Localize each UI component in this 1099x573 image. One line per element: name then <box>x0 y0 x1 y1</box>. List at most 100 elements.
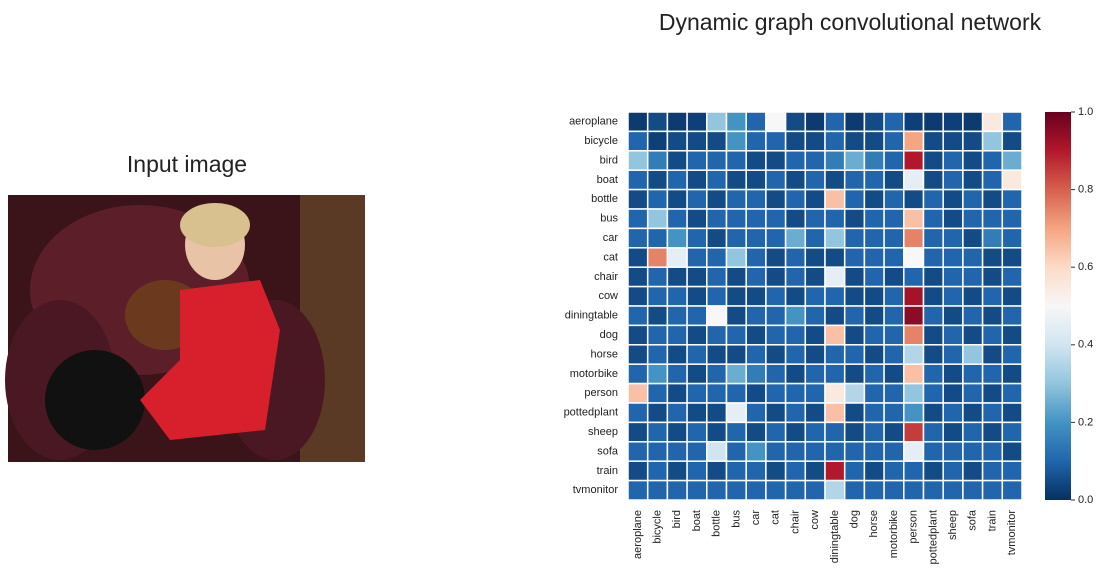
heatmap-cell <box>924 190 944 209</box>
x-tick-label: cat <box>770 510 782 525</box>
heatmap-cell <box>687 170 707 189</box>
y-tick-label: boat <box>597 174 618 186</box>
heatmap-cell <box>1002 461 1022 480</box>
heatmap-cell <box>884 306 904 325</box>
heatmap-cell <box>786 403 806 422</box>
heatmap-cell <box>924 461 944 480</box>
heatmap-cell <box>687 403 707 422</box>
heatmap-cell <box>943 151 963 170</box>
heatmap-cell <box>825 422 845 441</box>
heatmap-cell <box>746 442 766 461</box>
y-tick-label: sheep <box>588 426 618 438</box>
heatmap-cell <box>904 364 924 383</box>
heatmap-cell <box>786 442 806 461</box>
heatmap-cell <box>766 131 786 150</box>
heatmap-cell <box>1002 325 1022 344</box>
heatmap-cell <box>687 364 707 383</box>
heatmap-cell <box>766 481 786 500</box>
x-tick-label: dog <box>848 510 860 528</box>
heatmap-cell <box>864 325 884 344</box>
colorbar-tick-label: 0.0 <box>1078 494 1093 506</box>
x-tick-label: aeroplane <box>632 510 644 559</box>
heatmap-cell <box>983 170 1003 189</box>
x-tick-label: motorbike <box>888 510 900 558</box>
heatmap-cell <box>924 442 944 461</box>
heatmap-cell <box>963 442 983 461</box>
heatmap-cell <box>825 112 845 131</box>
heatmap-cell <box>845 209 865 228</box>
y-tick-label: bird <box>600 154 618 166</box>
heatmap-cell <box>924 209 944 228</box>
heatmap-cell <box>628 461 648 480</box>
heatmap-cell <box>943 267 963 286</box>
heatmap-cell <box>746 461 766 480</box>
heatmap-cell <box>727 442 747 461</box>
heatmap-cell <box>983 248 1003 267</box>
heatmap-cell <box>687 306 707 325</box>
heatmap-cell <box>805 228 825 247</box>
heatmap-cell <box>904 112 924 131</box>
heatmap-cell <box>727 461 747 480</box>
heatmap-cell <box>648 209 668 228</box>
heatmap-cell <box>924 267 944 286</box>
heatmap-cell <box>707 248 727 267</box>
heatmap-cell <box>983 151 1003 170</box>
heatmap-cell <box>628 442 648 461</box>
heatmap-cell <box>983 345 1003 364</box>
heatmap-cell <box>648 267 668 286</box>
heatmap-cell <box>707 325 727 344</box>
heatmap-cell <box>983 364 1003 383</box>
heatmap-cell <box>1002 248 1022 267</box>
x-tick-label: sheep <box>947 510 959 540</box>
chart-title: Dynamic graph convolutional network <box>659 9 1042 35</box>
heatmap-cell <box>825 151 845 170</box>
heatmap-cell <box>845 422 865 441</box>
heatmap-cell <box>904 345 924 364</box>
y-tick-label: train <box>597 465 618 477</box>
heatmap-cell <box>963 325 983 344</box>
heatmap-cell <box>746 209 766 228</box>
heatmap-cell <box>904 422 924 441</box>
heatmap-cell <box>766 190 786 209</box>
heatmap-cell <box>1002 481 1022 500</box>
heatmap-cell <box>845 442 865 461</box>
heatmap-cell <box>667 306 687 325</box>
heatmap-cell <box>845 131 865 150</box>
heatmap-cell <box>746 403 766 422</box>
heatmap-cell <box>1002 384 1022 403</box>
heatmap-cell <box>667 384 687 403</box>
heatmap-cell <box>628 190 648 209</box>
x-tick-label: person <box>908 510 920 544</box>
x-tick-label: pottedplant <box>927 510 939 564</box>
heatmap-cell <box>786 151 806 170</box>
heatmap-cell <box>746 131 766 150</box>
heatmap-cell <box>1002 403 1022 422</box>
heatmap-cell <box>628 151 648 170</box>
heatmap-cell <box>943 345 963 364</box>
heatmap-cell <box>825 403 845 422</box>
heatmap-cell <box>648 131 668 150</box>
heatmap-cell <box>1002 422 1022 441</box>
x-tick-label: bottle <box>711 510 723 537</box>
heatmap-cell <box>963 384 983 403</box>
heatmap-cell <box>983 306 1003 325</box>
heatmap-cell <box>864 345 884 364</box>
heatmap-cell <box>943 364 963 383</box>
heatmap-cell <box>648 228 668 247</box>
heatmap-cell <box>1002 306 1022 325</box>
heatmap-cell <box>924 228 944 247</box>
heatmap-cell <box>963 112 983 131</box>
heatmap-cell <box>707 461 727 480</box>
heatmap-cell <box>648 481 668 500</box>
heatmap-cell <box>667 170 687 189</box>
heatmap-cell <box>825 345 845 364</box>
heatmap-cell <box>825 209 845 228</box>
heatmap-cell <box>746 481 766 500</box>
heatmap-cell <box>1002 442 1022 461</box>
heatmap-cell <box>805 325 825 344</box>
heatmap-cell <box>766 325 786 344</box>
heatmap-cell <box>924 384 944 403</box>
heatmap-cell <box>805 481 825 500</box>
heatmap-cell <box>667 190 687 209</box>
heatmap-cell <box>628 131 648 150</box>
